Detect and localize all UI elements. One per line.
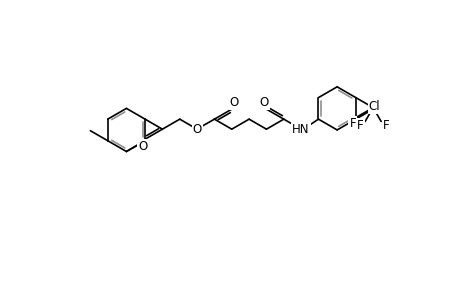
Text: O: O — [192, 123, 202, 136]
Text: O: O — [229, 96, 238, 109]
Text: HN: HN — [292, 123, 309, 136]
Text: Cl: Cl — [368, 100, 380, 112]
Text: F: F — [349, 117, 355, 130]
Text: F: F — [357, 119, 363, 132]
Text: F: F — [381, 119, 388, 132]
Text: O: O — [259, 96, 268, 109]
Text: O: O — [138, 140, 147, 153]
